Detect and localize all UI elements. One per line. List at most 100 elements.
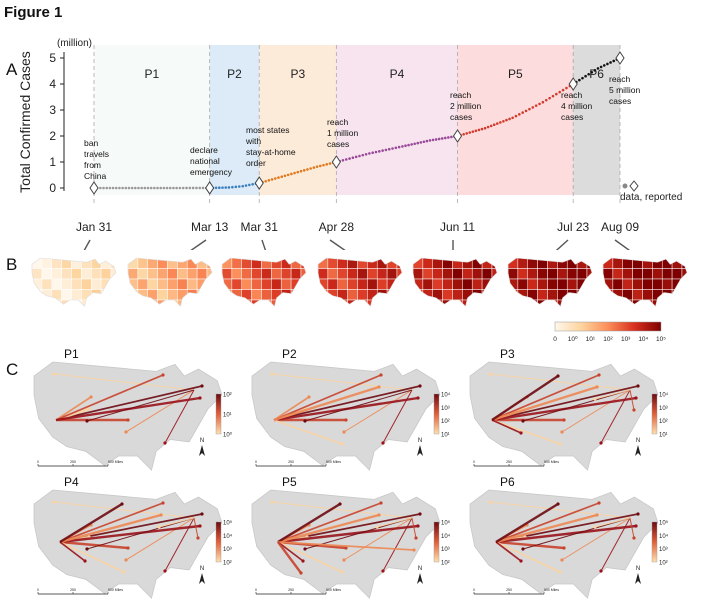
flow-endpoint [299,571,303,575]
state-cell [671,258,683,269]
data-point [328,162,332,165]
data-point [434,138,438,141]
data-point [162,186,166,190]
map-outline [507,257,593,307]
state-cell [300,258,306,269]
state-cell [471,289,483,301]
state-cell [186,299,198,307]
north-arrow-icon [417,445,423,456]
flow-endpoint [416,396,420,400]
flow-line [55,385,203,421]
flow-line [522,389,631,422]
data-point [175,186,178,190]
state-cell [661,299,673,307]
state-cell [671,278,683,290]
flow-line [277,502,341,544]
state-cell [290,258,302,269]
data-point [354,155,358,159]
state-cell [347,258,358,269]
state-cell [481,268,493,280]
colorbar-tick-label: 10⁰ [568,335,578,343]
state-cell [632,258,643,269]
flow-endpoint [344,418,348,422]
flow-endpoint [52,372,56,376]
state-cell [327,258,338,269]
data-point [149,186,153,190]
annotation: reach 2 million cases [450,90,481,122]
state-cell [177,268,188,280]
data-point [593,69,597,72]
data-point [198,186,202,190]
flow-colorbar-tick: 10⁴ [659,533,669,540]
state-cell [481,278,493,290]
flow-endpoint [418,384,422,388]
flow-endpoint [159,513,163,517]
data-point [296,170,300,174]
state-cell [61,278,72,290]
flow-colorbar-tick: 10⁰ [223,432,233,439]
state-cell [90,289,102,301]
state-cell [347,278,358,290]
flow-maps: P1 10⁰ 10¹ 10² N 0 250 500 Miles P2 10¹ 10² 10³ 10⁴ N… [33,347,669,599]
data-point [251,183,254,186]
state-cell [137,299,148,307]
state-cell [110,289,116,301]
state-cell [422,268,433,280]
state-cell [90,258,102,269]
flow-line [59,540,129,550]
state-cell [386,268,398,280]
state-cell [632,289,643,301]
data-point [565,86,568,90]
annotation: reach 1 million cases [327,117,358,149]
state-cell [652,299,663,307]
state-cell [566,289,578,301]
data-point [581,76,584,80]
flow-line [277,541,415,551]
scale-tick-label: 0 [37,588,39,592]
flow-endpoint [161,373,165,377]
data-point [341,158,345,162]
flow-colorbar [433,393,440,435]
flow-endpoint [636,512,640,516]
flow-endpoint [126,546,130,550]
data-point [531,106,535,109]
state-cell [527,268,538,280]
data-point [280,175,284,178]
state-cell [452,268,463,280]
data-point [505,118,508,122]
state-cell [557,258,568,269]
flow-line [271,501,413,519]
flow-line [495,540,565,550]
flow-line [491,385,598,422]
state-cell [517,258,528,269]
flow-colorbar-tick: 10⁵ [223,520,233,527]
flow-line [271,373,413,391]
flow-line [59,502,164,543]
state-cell [100,299,112,307]
flow-colorbar [215,521,222,563]
flow-colorbar-tick: 10⁵ [441,520,451,527]
data-point [492,123,496,127]
flow-colorbar-tick: 10² [659,561,668,567]
state-cell [681,289,687,301]
data-point [528,107,531,111]
state-cell [671,268,683,280]
phase-label: P5 [508,67,523,81]
state-map [318,258,402,307]
state-cell [422,278,433,290]
state-cell [642,258,653,269]
data-point [558,90,562,94]
state-cell [537,278,548,290]
data-point [130,186,134,190]
state-cell [508,268,519,280]
flow-line [59,524,201,544]
state-cell [396,289,402,301]
state-cell [652,258,663,269]
y-tick-label: 0 [49,181,56,195]
north-label: N [418,438,422,444]
data-point [555,92,558,96]
flow-map-base [33,489,223,599]
y-axis-label: Total Confirmed Cases [17,51,33,193]
state-cell [396,278,402,290]
state-cell [147,278,158,290]
